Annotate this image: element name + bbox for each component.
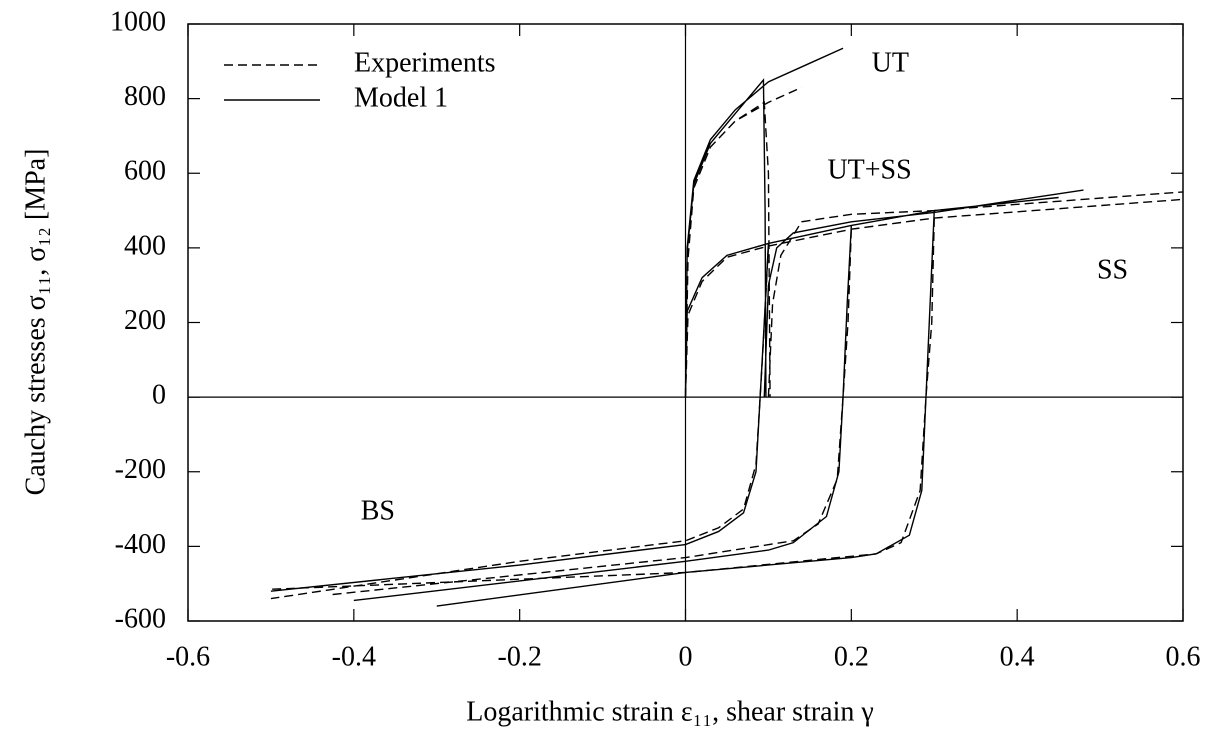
y-tick-label: 400 [124, 230, 166, 261]
x-tick-label: -0.4 [332, 641, 376, 672]
y-tick-label: 0 [152, 380, 166, 411]
x-tick-label: 0.2 [834, 641, 869, 672]
x-tick-label: -0.6 [166, 641, 210, 672]
annotation: BS [361, 496, 395, 527]
x-tick-label: 0.4 [1000, 641, 1035, 672]
annotation: UT+SS [827, 155, 911, 186]
y-tick-label: -400 [115, 529, 166, 560]
x-axis-label: Logarithmic strain ε₁₁, shear strain γ [466, 696, 874, 727]
series-line [270, 47, 1084, 607]
y-tick-label: 200 [124, 305, 166, 336]
series-line [270, 86, 1184, 600]
y-tick-label: -600 [115, 603, 166, 634]
x-tick-label: 0 [679, 641, 693, 672]
legend-label: Model 1 [354, 82, 448, 113]
x-tick-label: -0.2 [498, 641, 542, 672]
annotation: UT [872, 47, 909, 78]
annotation: SS [1097, 255, 1128, 286]
y-tick-label: 600 [124, 156, 166, 187]
y-axis-label: Cauchy stresses σ₁₁, σ₁₂ [MPa] [20, 149, 51, 496]
y-tick-label: 1000 [110, 6, 166, 37]
x-tick-label: 0.6 [1166, 641, 1201, 672]
legend-label: Experiments [354, 47, 496, 78]
y-tick-label: -200 [115, 454, 166, 485]
y-tick-label: 800 [124, 81, 166, 112]
